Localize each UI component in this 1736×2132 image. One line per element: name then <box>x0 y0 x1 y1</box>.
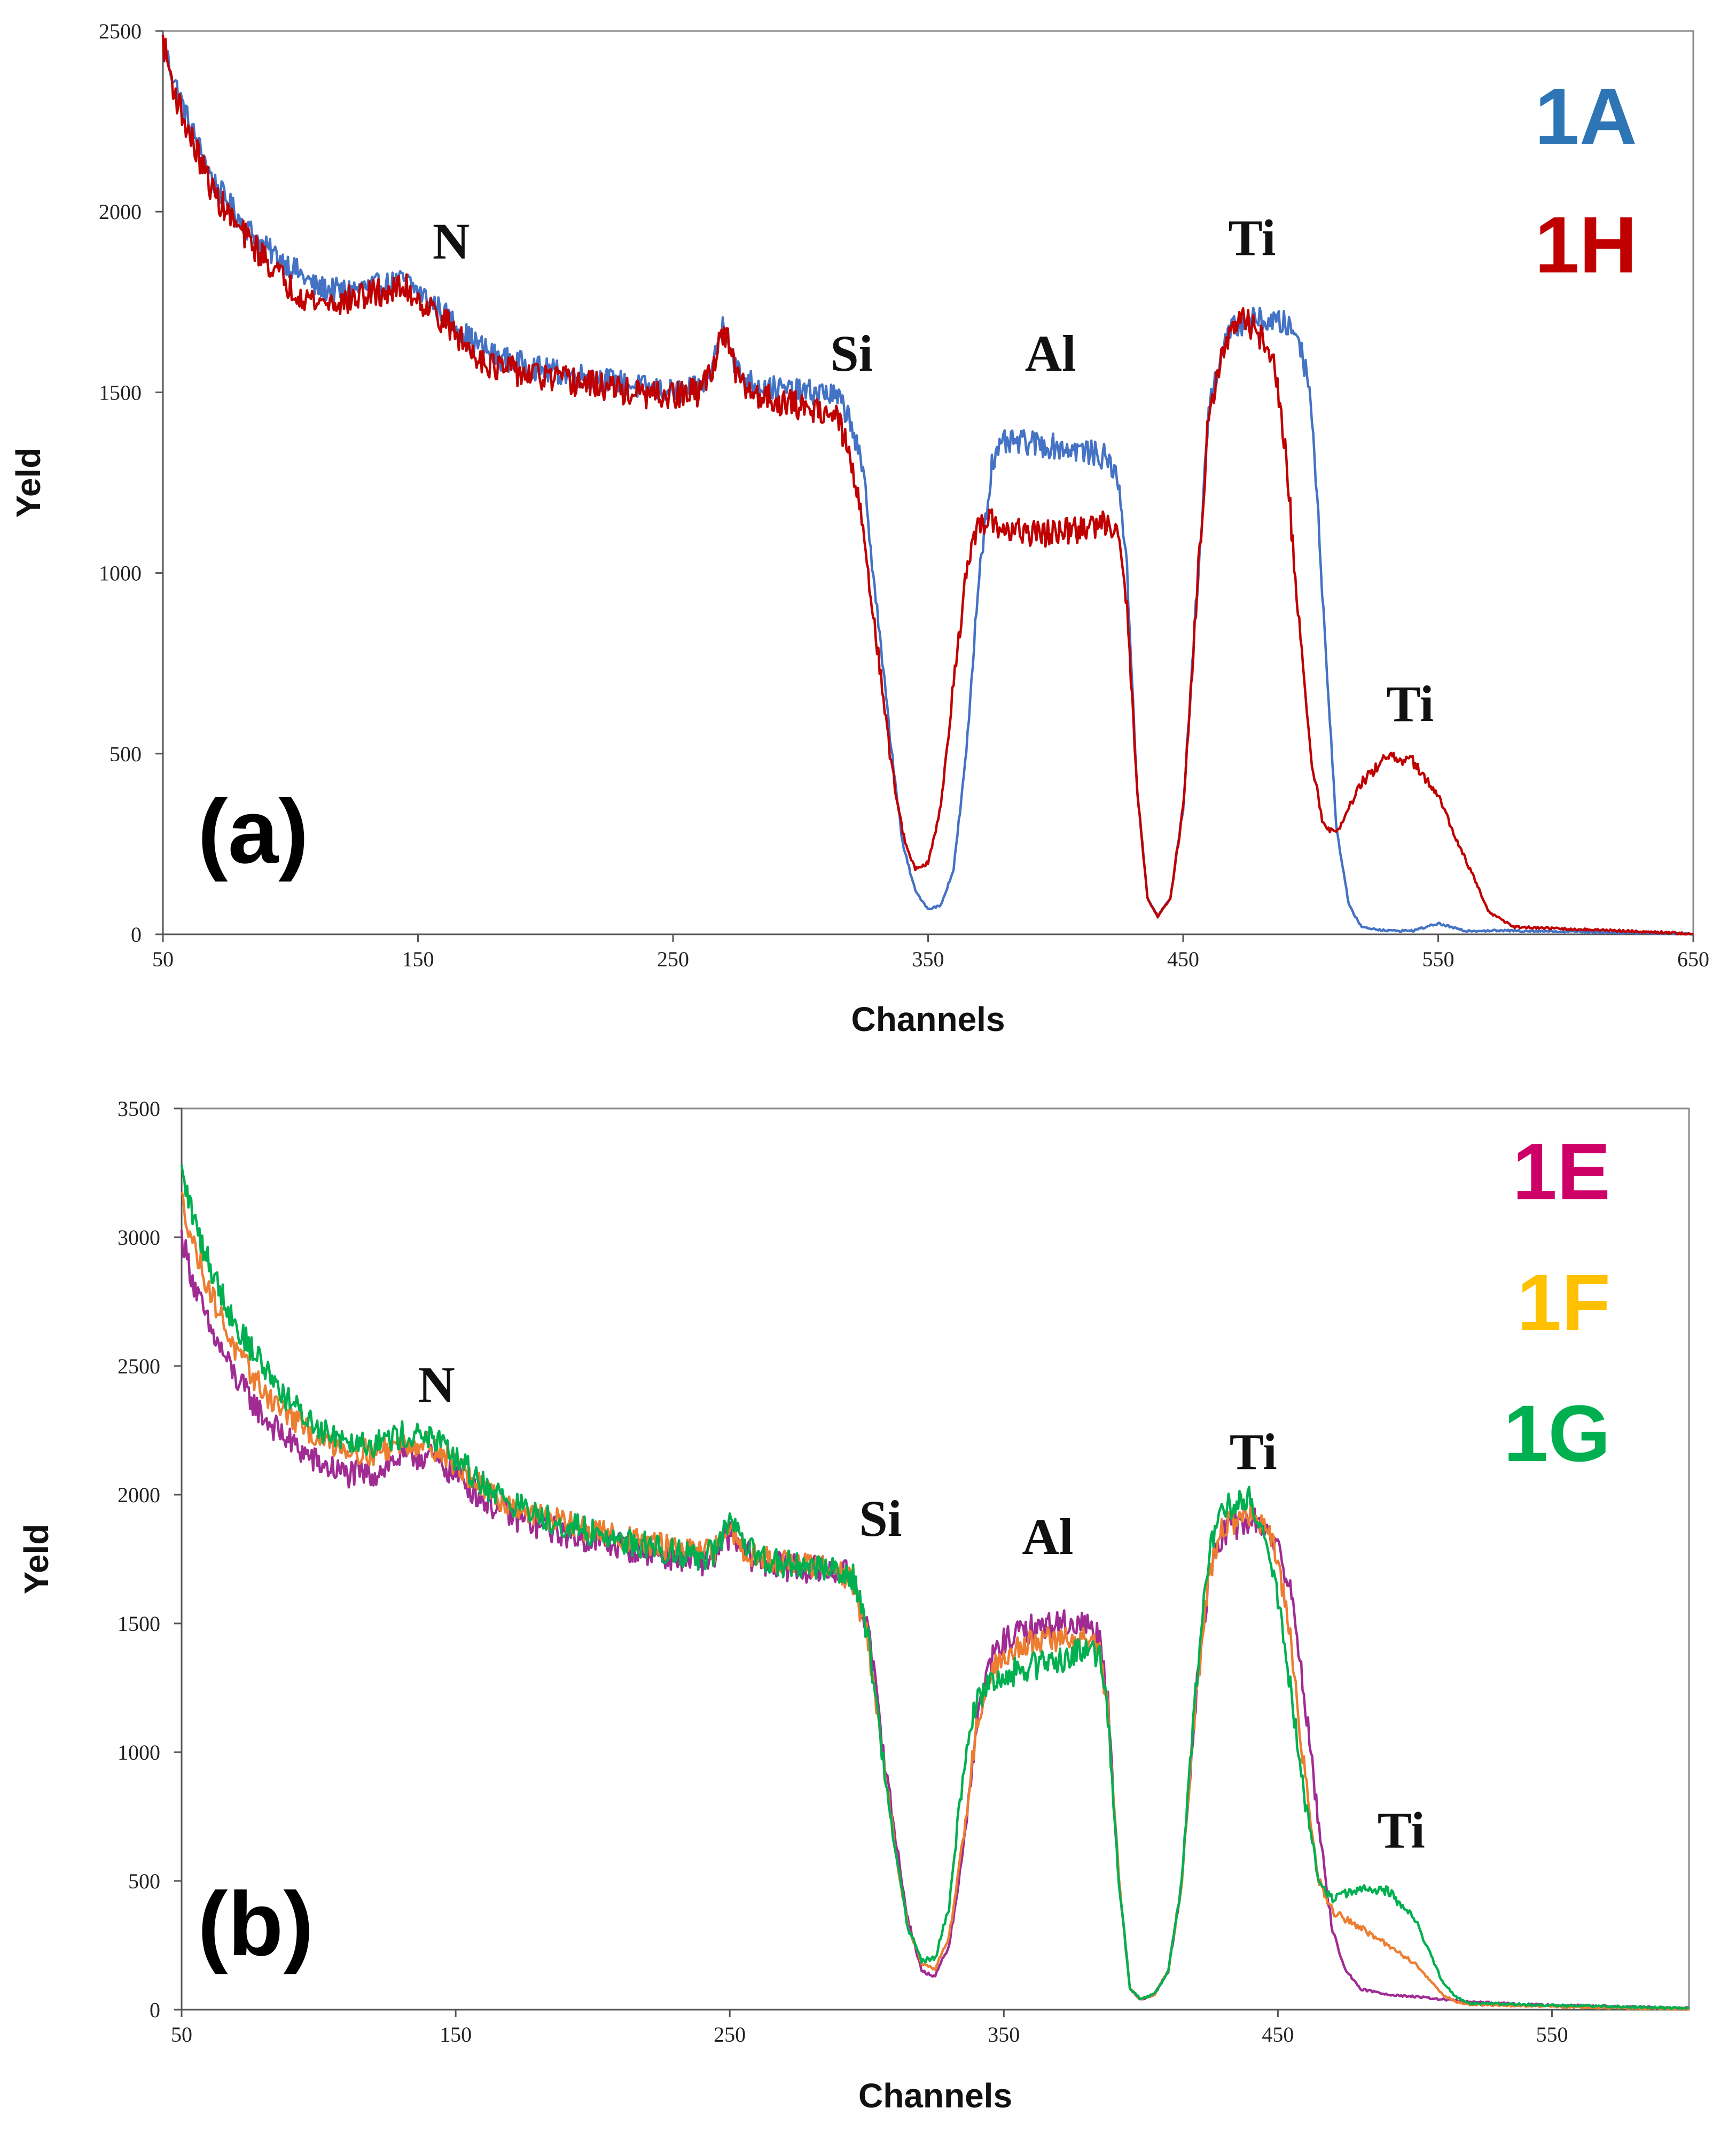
y-tick-label: 2500 <box>118 1354 160 1378</box>
peak-label-ti: Ti <box>1228 209 1276 266</box>
peak-label-si: Si <box>859 1490 902 1547</box>
series-line-1G <box>180 1165 1690 2011</box>
x-tick-label: 550 <box>1422 947 1455 971</box>
series-line-1E <box>180 1230 1690 2010</box>
chart-panel-0: 0 500 1000 1500 2000 2500 50 150 250 350 450 550 650… <box>9 19 1709 1038</box>
x-tick-label: 350 <box>988 2022 1020 2047</box>
peak-label-ti: Ti <box>1386 675 1434 732</box>
y-tick-label: 500 <box>128 1869 160 1893</box>
x-tick-label: 650 <box>1677 947 1709 971</box>
series-line-1H <box>161 35 1694 936</box>
chart-panel-1: 0 500 1000 1500 2000 2500 3000 3500 50 150 250 350 4… <box>17 1097 1690 2115</box>
x-tick-label: 150 <box>440 2022 472 2047</box>
legend-label-1f: 1F <box>1517 1258 1610 1347</box>
legend-label-1a: 1A <box>1535 72 1637 161</box>
y-tick-label: 1000 <box>118 1740 160 1764</box>
x-axis-title: Channels <box>851 1000 1005 1038</box>
x-tick-label: 450 <box>1167 947 1199 971</box>
x-tick-label: 450 <box>1262 2022 1294 2047</box>
peak-label-al: Al <box>1022 1508 1073 1565</box>
y-tick-label: 500 <box>110 742 142 766</box>
legend-label-1g: 1G <box>1504 1388 1610 1478</box>
x-tick-label: 50 <box>152 947 174 971</box>
y-tick-label: 1500 <box>99 380 142 404</box>
x-tick-label: 50 <box>171 2022 192 2047</box>
y-tick-label: 2000 <box>99 200 142 224</box>
peak-label-n: N <box>433 213 470 270</box>
plot-frame <box>162 30 1694 935</box>
x-axis-title: Channels <box>858 2076 1012 2115</box>
y-tick-label: 0 <box>150 1998 160 2022</box>
y-tick-label: 1000 <box>99 561 142 585</box>
y-tick-label: 2500 <box>99 19 142 43</box>
peak-label-ti: Ti <box>1230 1423 1277 1480</box>
y-axis-title: Yeld <box>9 448 48 518</box>
plot-frame <box>181 1107 1690 2011</box>
panel-label: (b) <box>198 1873 314 1975</box>
legend-label-1h: 1H <box>1535 200 1637 290</box>
panel-label: (a) <box>198 781 309 883</box>
x-tick-label: 550 <box>1536 2022 1568 2047</box>
y-tick-label: 2000 <box>118 1483 160 1507</box>
y-tick-label: 1500 <box>118 1612 160 1636</box>
x-tick-label: 150 <box>402 947 434 971</box>
series-line-1A <box>161 36 1693 936</box>
series-line-1F <box>180 1191 1690 2011</box>
peak-label-si: Si <box>830 325 873 382</box>
peak-label-al: Al <box>1025 325 1076 382</box>
legend-label-1e: 1E <box>1513 1127 1610 1216</box>
peak-label-ti: Ti <box>1378 1801 1425 1858</box>
y-tick-label: 3500 <box>118 1097 160 1121</box>
peak-label-n: N <box>418 1356 455 1413</box>
y-axis-title: Yeld <box>17 1524 56 1595</box>
x-tick-label: 250 <box>714 2022 746 2047</box>
x-tick-label: 350 <box>912 947 944 971</box>
y-tick-label: 3000 <box>118 1225 160 1249</box>
x-tick-label: 250 <box>657 947 689 971</box>
y-tick-label: 0 <box>131 923 142 947</box>
